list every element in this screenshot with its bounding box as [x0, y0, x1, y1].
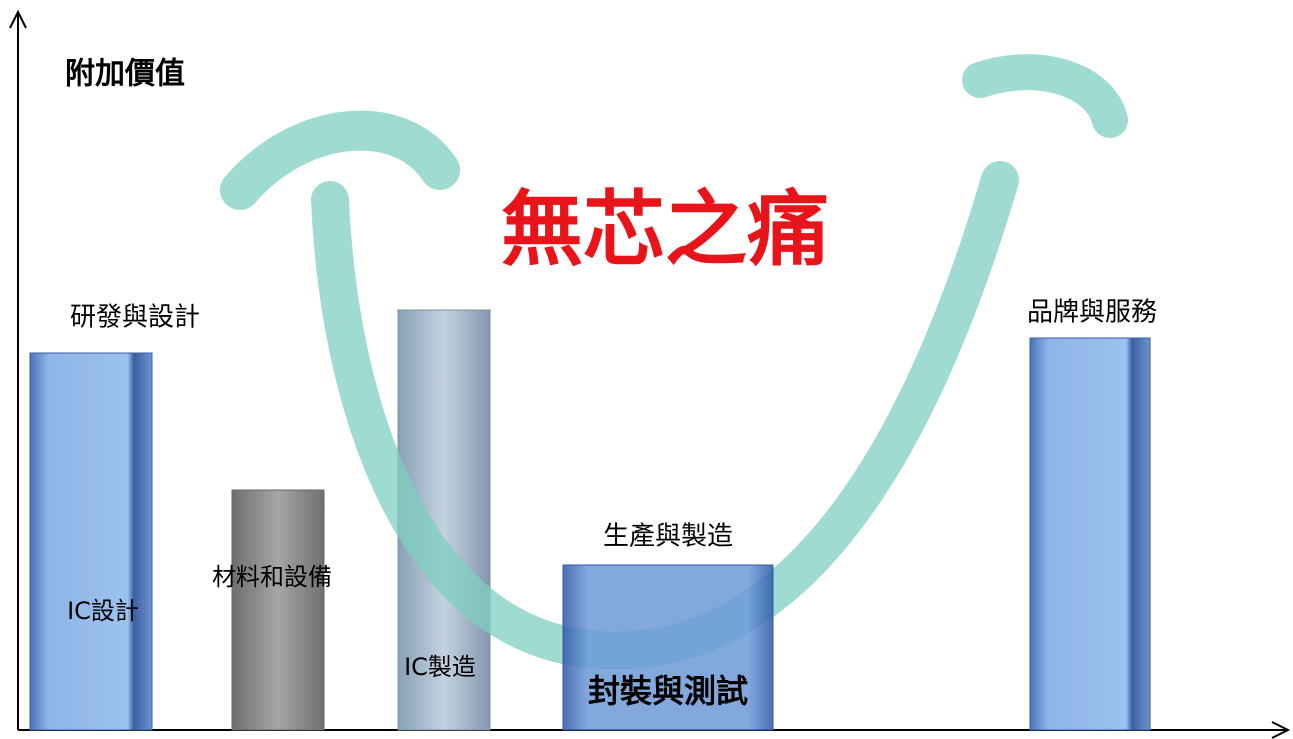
stage-label: 研發與設計	[70, 303, 200, 333]
stage-label: 生產與製造	[603, 522, 733, 552]
bar	[29, 352, 153, 731]
bar	[562, 564, 774, 731]
bar-label: 材料和設備	[212, 563, 332, 591]
smile-curve	[220, 54, 1128, 670]
bar-label: IC製造	[404, 653, 476, 681]
bar	[231, 489, 325, 731]
bar-label: 封裝與測試	[588, 672, 748, 710]
y-axis-label: 附加價值	[65, 57, 185, 92]
bar	[1029, 337, 1151, 731]
title: 無芯之痛	[501, 182, 829, 277]
stage-label: 品牌與服務	[1027, 298, 1157, 328]
bar-label: IC設計	[67, 597, 139, 625]
